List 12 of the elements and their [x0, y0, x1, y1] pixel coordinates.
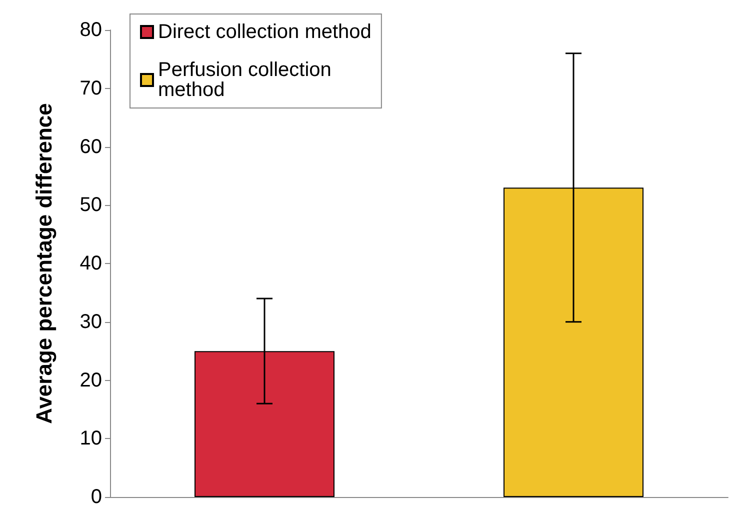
y-tick-label: 70 — [80, 77, 102, 100]
y-tick-label: 30 — [80, 310, 102, 333]
y-tick-label: 50 — [80, 194, 102, 216]
y-tick-label: 20 — [80, 369, 102, 392]
y-tick-label: 10 — [80, 428, 102, 450]
y-axis-title: Average percentage difference — [32, 103, 56, 424]
legend-label: Perfusion collection method — [158, 59, 337, 101]
legend-label: Direct collection method — [158, 21, 372, 43]
y-tick-label: 0 — [90, 486, 102, 508]
y-tick-label: 80 — [80, 19, 102, 41]
y-tick-label: 40 — [80, 252, 102, 274]
y-tick-label: 60 — [80, 136, 102, 158]
